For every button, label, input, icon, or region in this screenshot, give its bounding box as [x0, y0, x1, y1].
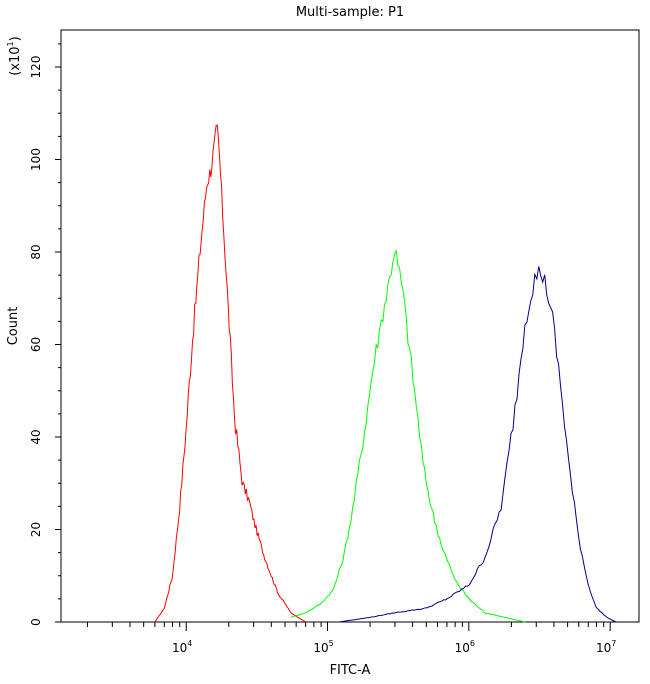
series-line-2 — [290, 250, 526, 623]
x-axis-label: FITC-A — [330, 663, 371, 678]
chart-title: Multi-sample: P1 — [296, 5, 404, 20]
x-tick-label: 105 — [313, 639, 333, 655]
y-tick-label: 60 — [29, 337, 43, 352]
x-tick-exponent: 4 — [187, 639, 192, 648]
y-multiplier-suffix: ) — [8, 36, 23, 41]
series-line-3 — [338, 266, 617, 623]
y-tick-label: 80 — [29, 244, 43, 259]
x-tick-exponent: 7 — [611, 639, 616, 648]
x-tick-base: 10 — [172, 641, 187, 655]
series-layer — [154, 124, 617, 623]
y-tick-label: 20 — [29, 522, 43, 537]
y-multiplier-exponent: 1 — [6, 41, 15, 46]
y-tick-label: 0 — [29, 618, 43, 626]
x-tick-label: 104 — [172, 639, 192, 655]
x-tick-base: 10 — [313, 641, 328, 655]
y-axis-ticks: 0 20 40 60 80 100 120 — [29, 43, 61, 626]
x-tick-label: 106 — [455, 639, 475, 655]
y-tick-label: 120 — [29, 56, 43, 79]
y-tick-label: 40 — [29, 429, 43, 444]
x-tick-base: 10 — [596, 641, 611, 655]
x-axis-ticks: 104 105 106 107 — [86, 622, 616, 655]
x-tick-exponent: 6 — [470, 639, 475, 648]
y-tick-label: 100 — [29, 148, 43, 171]
y-multiplier-prefix: (x10 — [8, 46, 23, 75]
x-tick-base: 10 — [455, 641, 470, 655]
y-axis-multiplier-label: (x101) — [6, 36, 23, 75]
plot-frame — [60, 29, 640, 623]
y-axis-label: Count — [6, 307, 21, 346]
series-line-1 — [154, 124, 306, 623]
x-tick-exponent: 5 — [329, 639, 334, 648]
x-tick-label: 107 — [596, 639, 616, 655]
